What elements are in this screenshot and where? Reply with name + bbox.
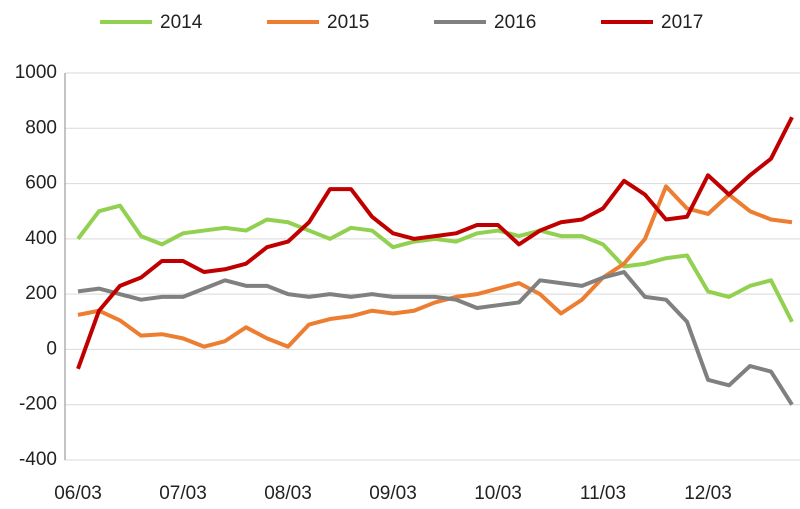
x-tick-label: 11/03 bbox=[580, 483, 626, 504]
y-tick-label: -400 bbox=[19, 449, 57, 470]
x-tick-label: 08/03 bbox=[264, 483, 312, 504]
y-tick-label: 400 bbox=[25, 228, 57, 249]
x-tick-label: 07/03 bbox=[159, 483, 207, 504]
series-line bbox=[76, 203, 794, 323]
series-line bbox=[77, 184, 793, 349]
y-tick-label: -200 bbox=[19, 394, 57, 415]
y-tick-label: 1000 bbox=[15, 62, 57, 83]
legend-label: 2014 bbox=[160, 12, 203, 33]
x-tick-label: 12/03 bbox=[684, 483, 732, 504]
series-line bbox=[76, 116, 794, 370]
x-tick-label: 06/03 bbox=[54, 483, 102, 504]
y-tick-label: 200 bbox=[25, 283, 57, 304]
x-tick-label: 09/03 bbox=[369, 483, 417, 504]
y-tick-label: 0 bbox=[46, 338, 57, 359]
legend-label: 2017 bbox=[661, 12, 703, 33]
x-tick-label: 10/03 bbox=[474, 483, 522, 504]
legend-label: 2015 bbox=[327, 12, 369, 33]
legend-label: 2016 bbox=[494, 12, 536, 33]
y-tick-label: 800 bbox=[25, 117, 57, 138]
y-tick-label: 600 bbox=[25, 173, 57, 194]
series-line bbox=[77, 270, 794, 406]
